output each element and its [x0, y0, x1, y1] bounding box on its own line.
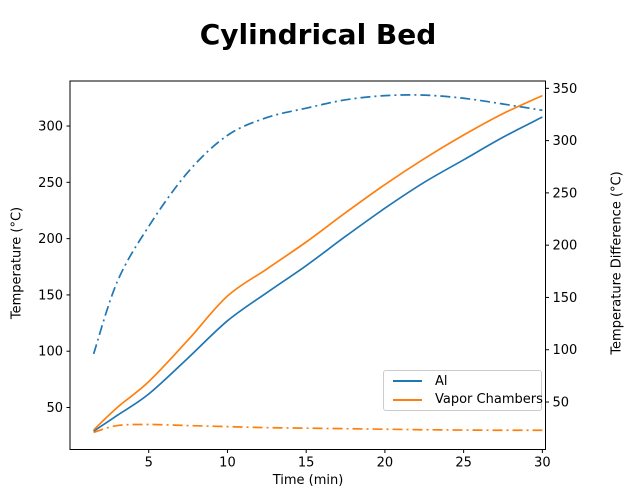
- series-line-vapor-chambers: [93, 94, 543, 431]
- left-y-tick-label: 200: [38, 232, 63, 247]
- x-axis-label: Time (min): [272, 473, 344, 488]
- right-y-tick-label: 50: [553, 396, 570, 411]
- right-y-tick-label: 200: [553, 239, 578, 254]
- legend-item-vapor-chambers: Vapor Chambers: [384, 391, 543, 410]
- plot-frame: [69, 80, 546, 450]
- legend-item-al: Al: [384, 372, 541, 391]
- right-y-axis-label: Temperature Difference (°C): [609, 171, 625, 355]
- chart-title: Cylindrical Bed: [199, 18, 437, 51]
- x-tick-label: 10: [219, 456, 236, 471]
- left-y-axis-label: Temperature (°C): [9, 206, 25, 320]
- legend-line-sample-al: [393, 380, 422, 383]
- right-y-tick-label: 350: [553, 82, 578, 97]
- left-y-tick-label: 100: [38, 345, 63, 360]
- series-line-al: [93, 116, 543, 432]
- legend-label-al: Al: [435, 373, 448, 389]
- x-tick-label: 20: [377, 456, 394, 471]
- series-line-vapor-chambers-difference-dashdot: [93, 423, 543, 434]
- left-y-tick-label: 150: [38, 288, 63, 303]
- x-tick-label: 15: [298, 456, 315, 471]
- left-y-tick-label: 250: [38, 176, 63, 191]
- right-y-tick-label: 100: [553, 343, 578, 358]
- legend-box: Al Vapor Chambers: [383, 370, 543, 411]
- series-line-al-difference-dashdot: [92, 94, 543, 355]
- legend-label-vapor-chambers: Vapor Chambers: [435, 392, 543, 408]
- right-y-tick-label: 300: [553, 134, 578, 149]
- x-tick-label: 5: [145, 456, 153, 471]
- x-tick-label: 30: [534, 456, 551, 471]
- left-y-tick-label: 50: [46, 401, 63, 416]
- right-y-tick-label: 250: [553, 186, 578, 201]
- left-y-tick-label: 300: [38, 120, 63, 135]
- x-tick-label: 25: [455, 456, 472, 471]
- right-y-tick-label: 150: [553, 291, 578, 306]
- legend-line-sample-vapor-chambers: [393, 398, 422, 401]
